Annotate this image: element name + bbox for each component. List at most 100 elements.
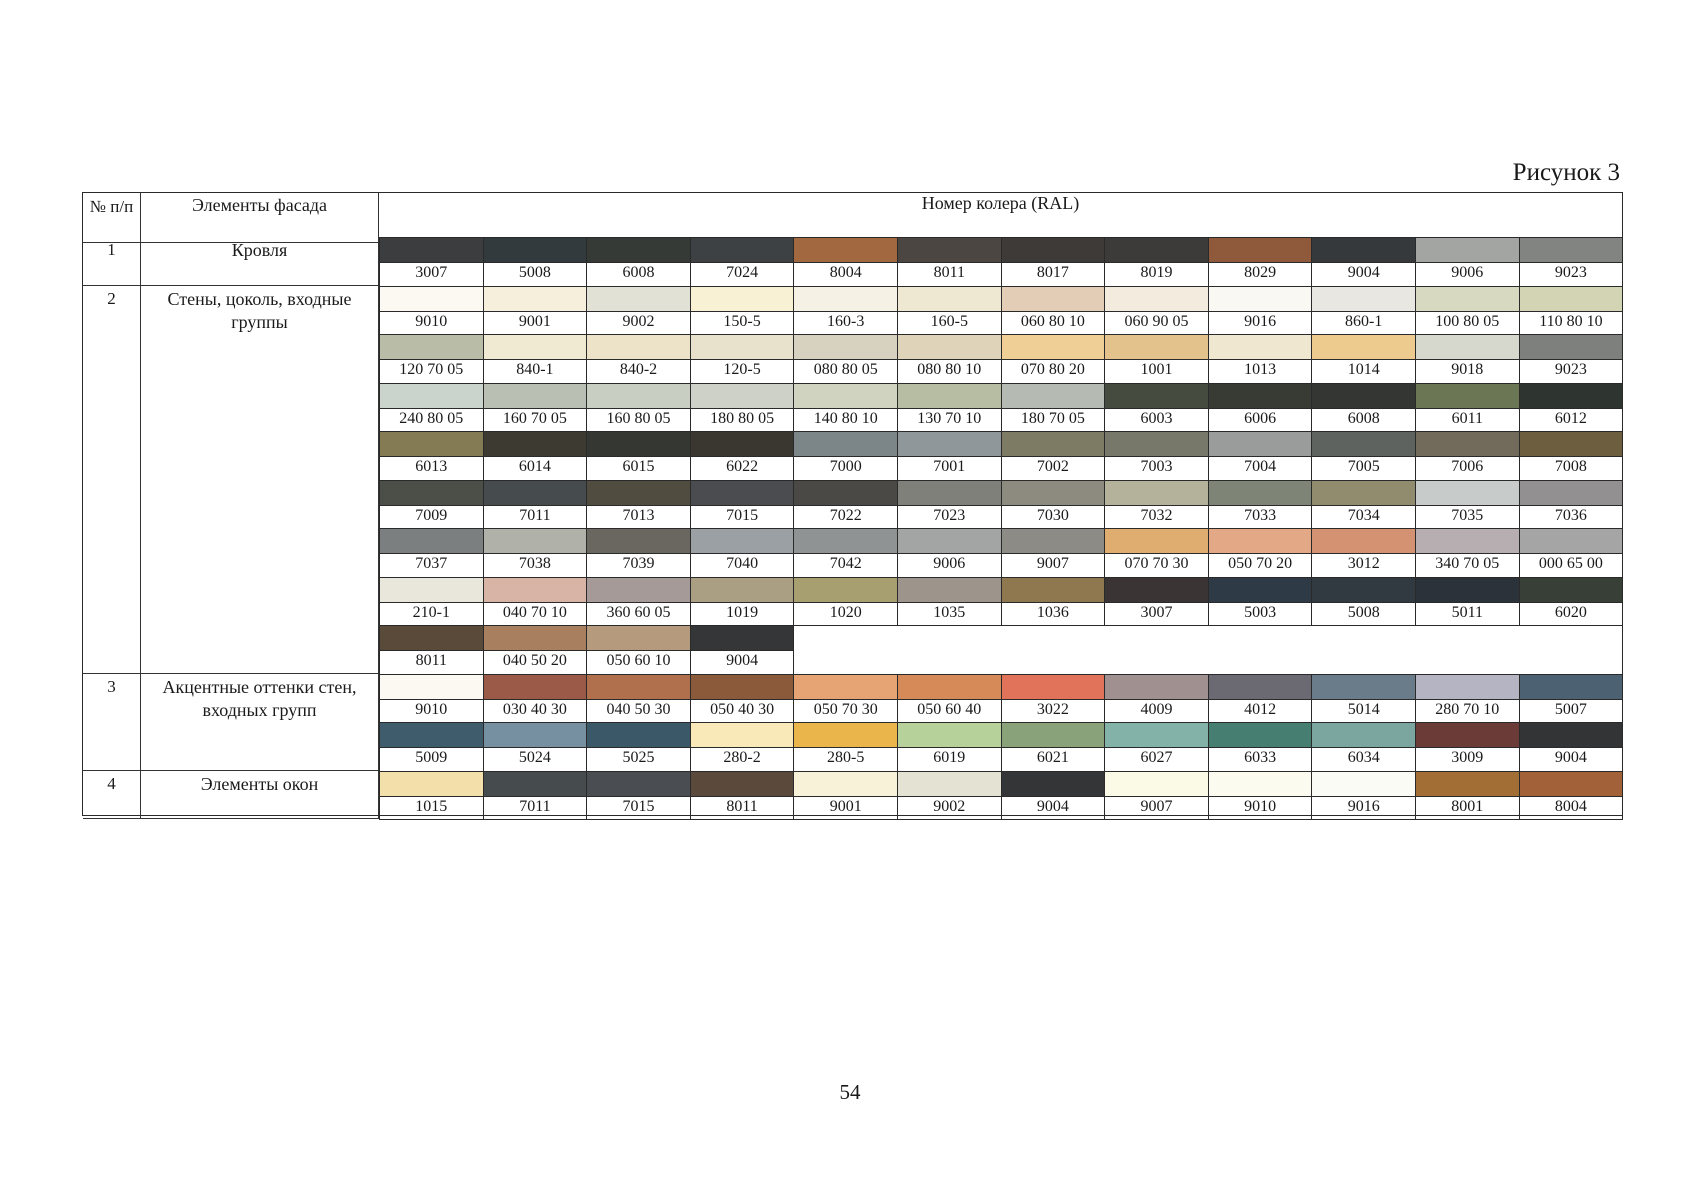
swatch-code-label: 7038 — [518, 555, 551, 572]
swatch-code-label: 6020 — [1554, 603, 1587, 621]
color-swatch: 7032 — [1104, 479, 1209, 529]
swatch-code-label: 5008 — [1347, 603, 1380, 621]
swatch-code-label: 5011 — [1451, 603, 1483, 621]
color-swatch: 240 80 05 — [379, 382, 484, 432]
color-swatch: 1036 — [1000, 576, 1106, 626]
swatch-color-chip — [1105, 577, 1208, 603]
color-swatch: 9010 — [379, 673, 484, 723]
header-number: № п/п — [83, 193, 141, 243]
swatch-code-label: 3007 — [415, 264, 448, 281]
color-swatch: 150-5 — [689, 285, 795, 335]
swatch-code-label: 080 80 10 — [917, 361, 982, 378]
swatch-color-chip — [1519, 771, 1623, 797]
swatch-code-label: 7042 — [829, 555, 862, 572]
swatch-code-label: 160 80 05 — [606, 409, 671, 427]
color-swatch: 860-1 — [1311, 285, 1416, 335]
swatch-code-label: 040 50 20 — [502, 652, 567, 669]
color-swatch: 9002 — [586, 285, 691, 335]
swatch-code-label: 050 60 40 — [917, 700, 982, 718]
swatch-color-chip — [898, 286, 1001, 312]
color-swatch: 7008 — [1518, 431, 1624, 481]
swatch-code-label: 120 70 05 — [399, 361, 464, 378]
section-name: Кровля — [141, 237, 379, 286]
swatch-color-chip — [690, 335, 794, 360]
color-swatch: 7015 — [689, 479, 795, 529]
color-swatch: 7006 — [1415, 431, 1520, 481]
swatch-code-label: 180 80 05 — [710, 409, 775, 427]
swatch-color-chip — [1208, 432, 1312, 457]
color-swatch: 6027 — [1104, 722, 1209, 772]
swatch-color-chip — [1105, 238, 1208, 263]
swatch-code-label: 9001 — [829, 797, 862, 815]
swatch-code-label: 3007 — [1140, 603, 1173, 621]
swatch-color-chip — [898, 529, 1001, 554]
swatch-color-chip — [1519, 480, 1623, 506]
swatch-code-label: 7024 — [726, 264, 759, 281]
color-swatch: 7001 — [897, 431, 1002, 481]
swatch-color-chip — [587, 335, 690, 360]
color-swatch: 360 60 05 — [586, 576, 691, 626]
swatch-code-label: 050 40 30 — [710, 700, 775, 718]
color-swatch: 8001 — [1415, 770, 1520, 820]
swatch-color-chip — [1001, 577, 1105, 603]
color-swatch: 6020 — [1518, 576, 1624, 626]
swatch-color-chip — [794, 383, 897, 409]
swatch-code-label: 140 80 10 — [813, 409, 878, 427]
color-swatch: 7009 — [379, 479, 484, 529]
swatch-code-label: 160-5 — [930, 312, 968, 330]
swatch-code-label: 9002 — [622, 312, 655, 330]
color-swatch: 9016 — [1311, 770, 1416, 820]
color-swatch: 8017 — [1000, 237, 1106, 287]
swatch-color-chip — [1001, 480, 1105, 506]
swatch-color-chip — [794, 771, 897, 797]
color-swatch: 8011 — [897, 237, 1002, 287]
swatch-code-label: 6033 — [1244, 749, 1277, 766]
swatch-color-chip — [898, 335, 1001, 360]
color-swatch: 130 70 10 — [897, 382, 1002, 432]
section-number: 4 — [83, 770, 141, 819]
swatch-color-chip — [1208, 529, 1312, 554]
swatch-color-chip — [1416, 480, 1519, 506]
swatch-color-chip — [1519, 238, 1623, 263]
swatch-code-label: 8019 — [1140, 264, 1173, 281]
swatch-code-label: 5007 — [1554, 700, 1587, 718]
color-swatch: 000 65 00 — [1518, 528, 1624, 578]
color-swatch: 080 80 05 — [793, 334, 898, 384]
swatch-code-label: 1035 — [933, 603, 966, 621]
swatch-color-chip — [1105, 723, 1208, 748]
color-swatch: 9004 — [1311, 237, 1416, 287]
color-swatch: 5003 — [1207, 576, 1313, 626]
swatch-color-chip — [1105, 335, 1208, 360]
color-swatch: 5011 — [1415, 576, 1520, 626]
swatch-code-label: 000 65 00 — [1538, 555, 1603, 572]
color-swatch: 6021 — [1000, 722, 1106, 772]
swatch-color-chip — [380, 335, 483, 360]
swatch-color-chip — [898, 432, 1001, 457]
swatch-color-chip — [483, 771, 587, 797]
swatch-color-chip — [380, 383, 483, 409]
swatch-code-label: 280 70 10 — [1435, 700, 1500, 718]
swatch-color-chip — [587, 286, 690, 312]
swatch-code-label: 8004 — [1554, 797, 1587, 815]
swatch-color-chip — [690, 771, 794, 797]
swatch-color-chip — [1312, 432, 1415, 457]
swatch-code-label: 210-1 — [412, 603, 450, 621]
swatch-code-label: 6003 — [1140, 409, 1173, 427]
color-swatch: 160 70 05 — [482, 382, 588, 432]
swatch-color-chip — [483, 529, 587, 554]
swatch-color-chip — [483, 674, 587, 700]
color-swatch: 5025 — [586, 722, 691, 772]
color-swatch: 3012 — [1311, 528, 1416, 578]
color-swatch: 7002 — [1000, 431, 1106, 481]
color-swatch: 4012 — [1207, 673, 1313, 723]
swatch-color-chip — [690, 480, 794, 506]
color-swatch: 7037 — [379, 528, 484, 578]
swatch-color-chip — [380, 723, 483, 748]
swatch-color-chip — [690, 577, 794, 603]
color-swatch: 7036 — [1518, 479, 1624, 529]
swatch-color-chip — [690, 626, 794, 651]
color-swatch: 160-3 — [793, 285, 898, 335]
swatch-code-label: 060 80 10 — [1020, 312, 1085, 330]
swatch-code-label: 9004 — [1036, 797, 1069, 815]
swatch-code-label: 9010 — [415, 312, 448, 330]
